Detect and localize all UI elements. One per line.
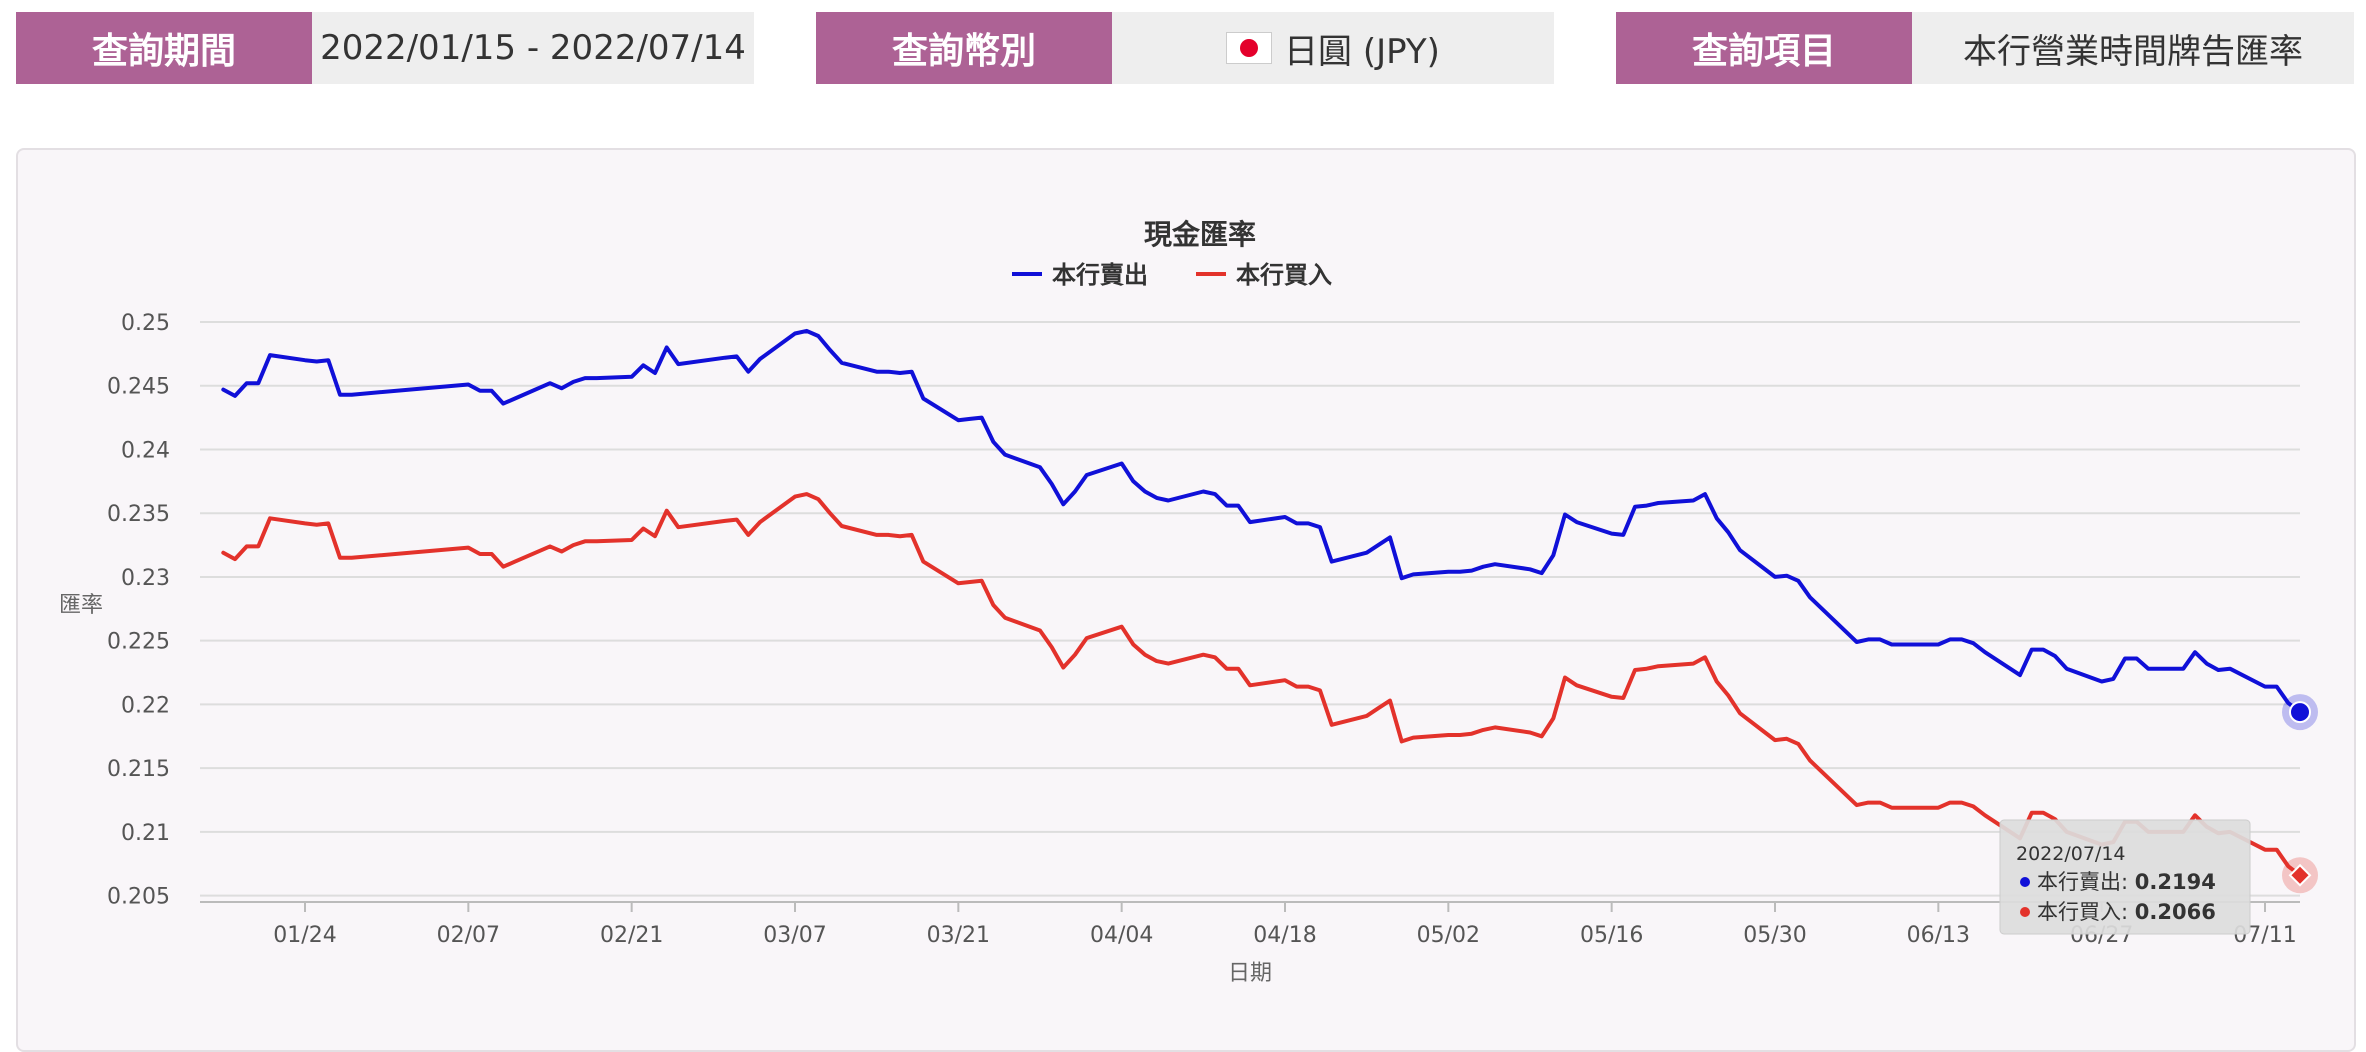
currency-label: 查詢幣別 <box>816 12 1112 84</box>
y-tick-label: 0.205 <box>107 885 170 910</box>
y-tick-label: 0.21 <box>121 821 170 846</box>
tooltip-date: 2022/07/14 <box>2016 843 2126 865</box>
period-filter: 查詢期間 2022/01/15 - 2022/07/14 <box>16 12 754 84</box>
x-tick-label: 05/16 <box>1580 923 1643 948</box>
y-tick-label: 0.24 <box>121 438 170 463</box>
currency-text: 日圓 (JPY) <box>1284 31 1440 72</box>
grid-lines <box>200 321 2300 897</box>
x-axis-title: 日期 <box>1228 961 1272 986</box>
legend-item-sell[interactable]: 本行賣出 <box>1012 261 1148 289</box>
x-tick-label: 06/13 <box>1907 923 1970 948</box>
y-tick-label: 0.215 <box>107 757 170 782</box>
period-label: 查詢期間 <box>16 12 312 84</box>
buy-series-line[interactable] <box>221 492 2302 878</box>
tooltip: 2022/07/14 本行賣出: 0.2194 本行買入: 0.2066 <box>1999 819 2251 935</box>
x-tick-label: 02/07 <box>437 923 500 948</box>
x-axis: 01/24 02/07 02/21 03/07 03/21 04/04 04/18 05/02… <box>200 901 2300 948</box>
series-lines <box>221 328 2302 878</box>
japan-flag-icon <box>1226 32 1273 64</box>
y-axis: 0.205 0.21 0.215 0.22 0.225 0.23 0.235 0.24 0.24… <box>107 311 170 910</box>
sell-series-line[interactable] <box>221 328 2302 715</box>
exchange-rate-chart: 0.205 0.21 0.215 0.22 0.225 0.23 0.235 0.24 0.24… <box>59 218 2318 986</box>
filter-bar: 查詢期間 2022/01/15 - 2022/07/14 查詢幣別 日圓 (JP… <box>16 12 2356 84</box>
currency-value[interactable]: 日圓 (JPY) <box>1112 12 1554 84</box>
chart-title: 現金匯率 <box>1144 218 1256 251</box>
legend: 本行賣出 本行買入 <box>1012 261 1332 289</box>
y-tick-label: 0.225 <box>107 630 170 655</box>
y-axis-title: 匯率 <box>59 593 103 618</box>
x-tick-label: 02/21 <box>600 923 663 948</box>
x-tick-label: 03/07 <box>763 923 826 948</box>
x-tick-label: 04/04 <box>1090 923 1153 948</box>
item-label: 查詢項目 <box>1616 12 1912 84</box>
item-filter: 查詢項目 本行營業時間牌告匯率 <box>1616 12 2354 84</box>
x-tick-label: 05/02 <box>1417 923 1480 948</box>
x-tick-label: 04/18 <box>1253 923 1316 948</box>
y-tick-label: 0.22 <box>121 693 170 718</box>
legend-label-sell: 本行賣出 <box>1052 261 1148 289</box>
y-tick-label: 0.245 <box>107 375 170 400</box>
legend-item-buy[interactable]: 本行買入 <box>1196 261 1332 289</box>
y-tick-label: 0.235 <box>107 502 170 527</box>
y-tick-label: 0.23 <box>121 566 170 591</box>
tooltip-buy: 本行買入: 0.2066 <box>2037 900 2216 924</box>
y-tick-label: 0.25 <box>121 311 170 336</box>
hover-markers <box>2282 694 2318 894</box>
period-value[interactable]: 2022/01/15 - 2022/07/14 <box>312 12 754 84</box>
sell-last-point[interactable] <box>2289 701 2311 724</box>
x-tick-label: 03/21 <box>927 923 990 948</box>
item-value[interactable]: 本行營業時間牌告匯率 <box>1912 12 2354 84</box>
tooltip-sell: 本行賣出: 0.2194 <box>2037 870 2216 894</box>
buy-last-point[interactable] <box>2288 863 2312 887</box>
x-tick-label: 01/24 <box>273 923 336 948</box>
currency-filter: 查詢幣別 日圓 (JPY) <box>816 12 1554 84</box>
x-tick-label: 05/30 <box>1743 923 1806 948</box>
legend-label-buy: 本行買入 <box>1236 261 1332 289</box>
